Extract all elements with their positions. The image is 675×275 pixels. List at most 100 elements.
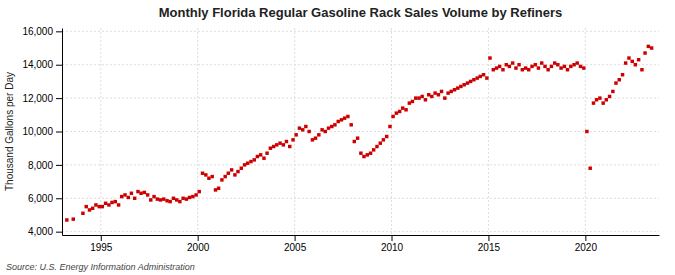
- grid-line: [391, 28, 392, 235]
- point: [298, 126, 301, 129]
- point: [395, 111, 398, 114]
- point: [114, 200, 117, 203]
- point: [575, 61, 578, 64]
- grid-line: [197, 28, 198, 235]
- title: Monthly Florida Regular Gasoline Rack Sa…: [159, 5, 563, 20]
- point: [204, 173, 207, 176]
- point: [475, 76, 478, 79]
- point: [559, 66, 562, 69]
- y-tick-mark: [56, 165, 62, 166]
- point: [294, 133, 297, 136]
- x-tick: 2015: [478, 235, 501, 253]
- point: [282, 143, 285, 146]
- point: [120, 195, 123, 198]
- y-tick: 4,000: [28, 226, 62, 237]
- point: [605, 98, 608, 101]
- point: [449, 90, 452, 93]
- point: [188, 196, 191, 199]
- point: [517, 63, 520, 66]
- point: [304, 125, 307, 128]
- point: [647, 45, 650, 48]
- point: [479, 75, 482, 78]
- y-tick: 12,000: [22, 93, 62, 104]
- point: [217, 187, 220, 190]
- point: [369, 151, 372, 154]
- grid-line: [62, 164, 659, 165]
- x-tick-mark: [585, 235, 586, 241]
- point: [143, 191, 146, 194]
- grid-line: [62, 98, 659, 99]
- y-tick-label: 16,000: [22, 26, 53, 37]
- point: [640, 68, 643, 71]
- point: [411, 100, 414, 103]
- point: [524, 66, 527, 69]
- y-tick-label: 4,000: [28, 226, 53, 237]
- point: [459, 85, 462, 88]
- point: [569, 65, 572, 68]
- point: [621, 73, 624, 76]
- y-tick: 8,000: [28, 160, 62, 171]
- x-tick-mark: [198, 235, 199, 241]
- point: [288, 145, 291, 148]
- point: [168, 200, 171, 203]
- grid-line: [294, 28, 295, 235]
- point: [537, 66, 540, 69]
- point: [427, 93, 430, 96]
- point: [336, 120, 339, 123]
- point: [618, 78, 621, 81]
- source-note: Source: U.S. Energy Information Administ…: [6, 262, 195, 272]
- point: [233, 173, 236, 176]
- point: [530, 65, 533, 68]
- point: [440, 90, 443, 93]
- point: [259, 153, 262, 156]
- point: [317, 133, 320, 136]
- y-tick-mark: [56, 98, 62, 99]
- point: [462, 83, 465, 86]
- point: [556, 63, 559, 66]
- point: [592, 101, 595, 104]
- point: [401, 106, 404, 109]
- point: [414, 96, 417, 99]
- grid-line: [62, 231, 659, 232]
- point: [550, 65, 553, 68]
- point: [492, 68, 495, 71]
- point: [388, 125, 391, 128]
- point: [107, 203, 110, 206]
- point: [534, 63, 537, 66]
- grid: [62, 28, 659, 235]
- y-tick-mark: [56, 31, 62, 32]
- point: [404, 108, 407, 111]
- point: [301, 128, 304, 131]
- x-tick: 2020: [575, 235, 598, 253]
- point: [340, 118, 343, 121]
- point: [214, 188, 217, 191]
- x-axis-line: [63, 235, 660, 236]
- point: [194, 193, 197, 196]
- point: [253, 158, 256, 161]
- point: [408, 101, 411, 104]
- point: [488, 56, 491, 59]
- point: [84, 205, 87, 208]
- point: [272, 145, 275, 148]
- point: [624, 61, 627, 64]
- y-axis-line: [62, 29, 63, 236]
- y-tick: 6,000: [28, 193, 62, 204]
- point: [130, 192, 133, 195]
- x-tick-mark: [392, 235, 393, 241]
- point: [372, 148, 375, 151]
- x-tick: 2010: [381, 235, 404, 253]
- grid-line: [62, 131, 659, 132]
- point: [398, 110, 401, 113]
- point: [485, 76, 488, 79]
- points: [65, 45, 653, 222]
- point: [291, 138, 294, 141]
- point: [595, 98, 598, 101]
- point: [379, 141, 382, 144]
- point: [201, 172, 204, 175]
- y-tick-label: 6,000: [28, 193, 53, 204]
- point: [627, 56, 630, 59]
- point: [327, 126, 330, 129]
- point: [133, 197, 136, 200]
- y-tick-label: 10,000: [22, 126, 53, 137]
- x-tick-label: 1995: [90, 242, 113, 253]
